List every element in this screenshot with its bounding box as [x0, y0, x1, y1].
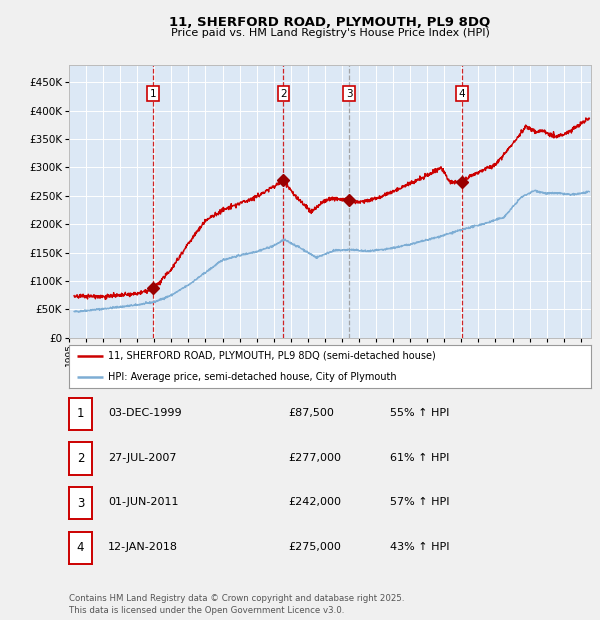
Text: 11, SHERFORD ROAD, PLYMOUTH, PL9 8DQ (semi-detached house): 11, SHERFORD ROAD, PLYMOUTH, PL9 8DQ (se… [108, 351, 436, 361]
Text: 1: 1 [149, 89, 156, 99]
Text: 27-JUL-2007: 27-JUL-2007 [108, 453, 176, 463]
Text: 12-JAN-2018: 12-JAN-2018 [108, 542, 178, 552]
Text: 2: 2 [77, 452, 84, 465]
Text: 3: 3 [77, 497, 84, 510]
Text: £277,000: £277,000 [288, 453, 341, 463]
Text: 57% ↑ HPI: 57% ↑ HPI [390, 497, 449, 507]
Text: £275,000: £275,000 [288, 542, 341, 552]
Text: £242,000: £242,000 [288, 497, 341, 507]
Text: 2: 2 [280, 89, 287, 99]
Text: £87,500: £87,500 [288, 408, 334, 418]
Text: 55% ↑ HPI: 55% ↑ HPI [390, 408, 449, 418]
Text: 11, SHERFORD ROAD, PLYMOUTH, PL9 8DQ: 11, SHERFORD ROAD, PLYMOUTH, PL9 8DQ [169, 16, 491, 29]
Text: Contains HM Land Registry data © Crown copyright and database right 2025.
This d: Contains HM Land Registry data © Crown c… [69, 594, 404, 615]
Text: HPI: Average price, semi-detached house, City of Plymouth: HPI: Average price, semi-detached house,… [108, 372, 397, 382]
Text: 03-DEC-1999: 03-DEC-1999 [108, 408, 182, 418]
Text: 01-JUN-2011: 01-JUN-2011 [108, 497, 179, 507]
Text: 4: 4 [77, 541, 84, 554]
Text: Price paid vs. HM Land Registry's House Price Index (HPI): Price paid vs. HM Land Registry's House … [170, 28, 490, 38]
Text: 43% ↑ HPI: 43% ↑ HPI [390, 542, 449, 552]
Text: 61% ↑ HPI: 61% ↑ HPI [390, 453, 449, 463]
Text: 1: 1 [77, 407, 84, 420]
Text: 4: 4 [458, 89, 465, 99]
Text: 3: 3 [346, 89, 352, 99]
